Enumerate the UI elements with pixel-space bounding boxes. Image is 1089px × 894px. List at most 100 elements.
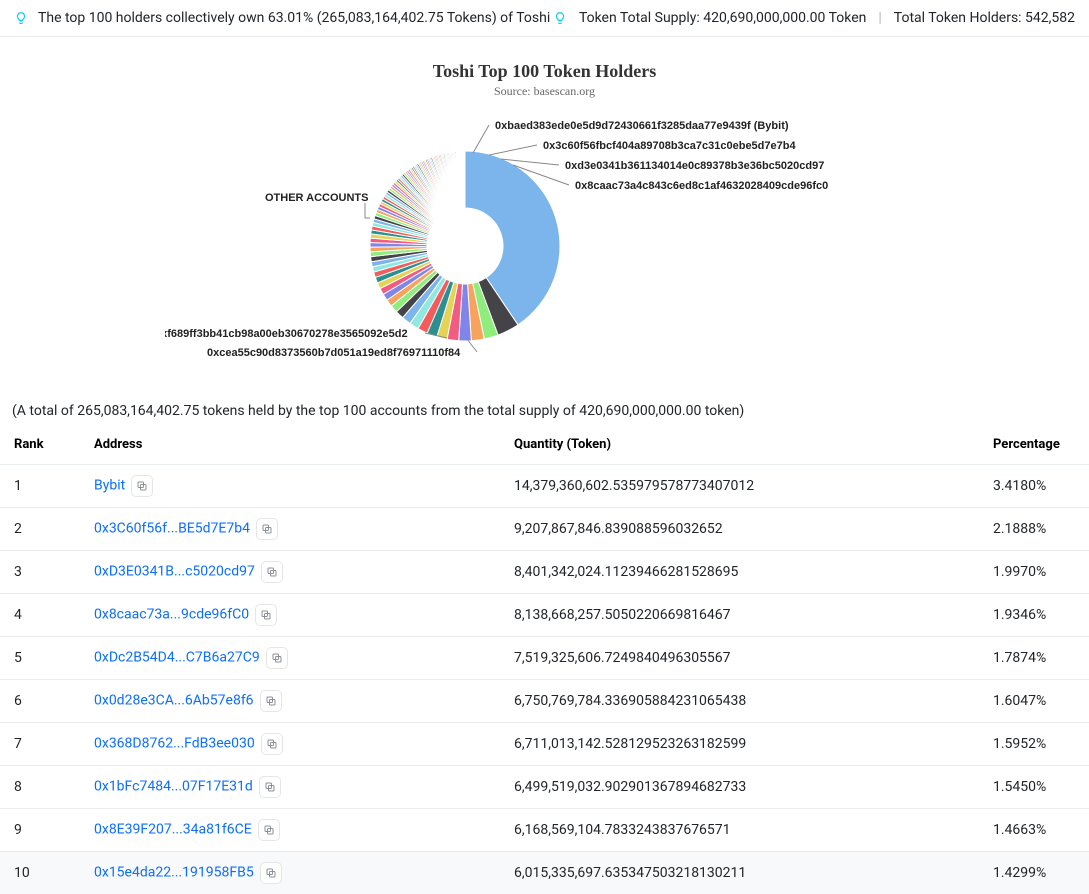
cell-quantity: 14,379,360,602.535979578773407012 bbox=[500, 465, 979, 508]
cell-percentage: 1.7874% bbox=[979, 637, 1089, 680]
cell-address: 0x1bFc7484...07F17E31d bbox=[80, 766, 500, 809]
copy-address-button[interactable] bbox=[256, 518, 278, 540]
cell-rank: 1 bbox=[0, 465, 80, 508]
cell-percentage: 1.4663% bbox=[979, 809, 1089, 852]
address-link[interactable]: 0x8E39F207...34a81f6CE bbox=[94, 822, 252, 838]
summary-line: (A total of 265,083,164,402.75 tokens he… bbox=[0, 389, 1089, 425]
copy-icon bbox=[271, 652, 283, 664]
top-info-left-text: The top 100 holders collectively own 63.… bbox=[38, 10, 550, 26]
copy-address-button[interactable] bbox=[266, 647, 288, 669]
lightbulb-icon bbox=[553, 11, 567, 25]
address-link[interactable]: 0x15e4da22...191958FB5 bbox=[94, 865, 254, 881]
cell-address: Bybit bbox=[80, 465, 500, 508]
cell-percentage: 1.5450% bbox=[979, 766, 1089, 809]
table-row: 3 0xD3E0341B...c5020cd97 8,401,342,024.112… bbox=[0, 551, 1089, 594]
copy-address-button[interactable] bbox=[255, 604, 277, 626]
lightbulb-icon bbox=[14, 11, 28, 25]
cell-quantity: 6,750,769,784.336905884231065438 bbox=[500, 680, 979, 723]
col-header-address[interactable]: Address bbox=[80, 425, 500, 465]
copy-icon bbox=[266, 566, 278, 578]
cell-quantity: 7,519,325,606.7249840496305567 bbox=[500, 637, 979, 680]
table-row: 40x8caac73a...9cde96fC08,138,668,257.505… bbox=[0, 594, 1089, 637]
cell-percentage: 1.5952% bbox=[979, 723, 1089, 766]
table-row: 1Bybit14,379,360,602.5359795787734070123… bbox=[0, 465, 1089, 508]
cell-percentage: 1.9346% bbox=[979, 594, 1089, 637]
table-row: 9 0x8E39F207...34a81f6CE 6,168,569,104.783… bbox=[0, 809, 1089, 852]
cell-rank: 3 bbox=[0, 551, 80, 594]
cell-quantity: 6,711,013,142.528129523263182599 bbox=[500, 723, 979, 766]
table-row: 7 0x368D8762...FdB3ee030 6,711,013,142.528… bbox=[0, 723, 1089, 766]
address-link[interactable]: 0x368D8762...FdB3ee030 bbox=[94, 736, 255, 752]
copy-address-button[interactable] bbox=[261, 561, 283, 583]
address-link[interactable]: 0x3C60f56f...BE5d7E7b4 bbox=[94, 521, 250, 537]
chart-section: Toshi Top 100 Token Holders Source: base… bbox=[0, 37, 1089, 389]
vertical-divider: | bbox=[878, 10, 881, 26]
chart-annotation: 0x3c60f56fbcf404a89708b3ca7c31c0ebe5d7e7… bbox=[543, 140, 796, 152]
cell-percentage: 1.9970% bbox=[979, 551, 1089, 594]
cell-quantity: 6,499,519,032.902901367894682733 bbox=[500, 766, 979, 809]
chart-title: Toshi Top 100 Token Holders bbox=[12, 61, 1077, 82]
address-link[interactable]: 0xD3E0341B...c5020cd97 bbox=[94, 564, 255, 580]
chart-annotation: 0xbaed383ede0e5d9d72430661f3285daa77e943… bbox=[495, 120, 789, 132]
copy-address-button[interactable] bbox=[131, 475, 153, 497]
cell-rank: 10 bbox=[0, 852, 80, 894]
table-row: 2 0x3C60f56f...BE5d7E7b4 9,207,867,846.839… bbox=[0, 508, 1089, 551]
cell-quantity: 8,138,668,257.5050220669816467 bbox=[500, 594, 979, 637]
cell-percentage: 2.1888% bbox=[979, 508, 1089, 551]
copy-address-button[interactable] bbox=[260, 862, 282, 884]
copy-address-button[interactable] bbox=[261, 733, 283, 755]
cell-address: 0x8caac73a...9cde96fC0 bbox=[80, 594, 500, 637]
table-row: 5 0xDc2B54D4...C7B6a27C9 7,519,325,606.724… bbox=[0, 637, 1089, 680]
cell-rank: 5 bbox=[0, 637, 80, 680]
cell-percentage: 1.6047% bbox=[979, 680, 1089, 723]
address-link[interactable]: 0x0d28e3CA...6Ab57e8f6 bbox=[94, 693, 254, 709]
copy-icon bbox=[265, 867, 277, 879]
copy-address-button[interactable] bbox=[260, 690, 282, 712]
address-link[interactable]: 0xDc2B54D4...C7B6a27C9 bbox=[94, 650, 260, 666]
cell-rank: 7 bbox=[0, 723, 80, 766]
copy-icon bbox=[266, 738, 278, 750]
top-info-right: Token Total Supply: 420,690,000,000.00 T… bbox=[553, 10, 1075, 26]
chart-annotation: 0xf689ff3bb41cb98a00eb30670278e3565092e5… bbox=[165, 328, 408, 340]
copy-icon bbox=[261, 523, 273, 535]
top-info-supply: Token Total Supply: 420,690,000,000.00 T… bbox=[579, 10, 866, 26]
cell-address: 0x0d28e3CA...6Ab57e8f6 bbox=[80, 680, 500, 723]
top-info-bar: The top 100 holders collectively own 63.… bbox=[0, 0, 1089, 37]
cell-quantity: 6,168,569,104.7833243837676571 bbox=[500, 809, 979, 852]
cell-rank: 8 bbox=[0, 766, 80, 809]
copy-address-button[interactable] bbox=[258, 819, 280, 841]
copy-address-button[interactable] bbox=[259, 776, 281, 798]
address-link[interactable]: Bybit bbox=[94, 478, 125, 494]
cell-rank: 9 bbox=[0, 809, 80, 852]
cell-address: 0x3C60f56f...BE5d7E7b4 bbox=[80, 508, 500, 551]
cell-quantity: 6,015,335,697.635347503218130211 bbox=[500, 852, 979, 894]
donut-slice[interactable] bbox=[464, 151, 465, 208]
chart-leader-line bbox=[489, 145, 537, 155]
copy-icon bbox=[263, 824, 275, 836]
col-header-rank[interactable]: Rank bbox=[0, 425, 80, 465]
top-info-left: The top 100 holders collectively own 63.… bbox=[14, 10, 550, 26]
col-header-quantity[interactable]: Quantity (Token) bbox=[500, 425, 979, 465]
cell-address: 0xDc2B54D4...C7B6a27C9 bbox=[80, 637, 500, 680]
copy-icon bbox=[136, 480, 148, 492]
copy-icon bbox=[260, 609, 272, 621]
cell-quantity: 8,401,342,024.11239466281528695 bbox=[500, 551, 979, 594]
table-row: 8 0x1bFc7484...07F17E31d 6,499,519,032.902… bbox=[0, 766, 1089, 809]
chart-annotation: 0xd3e0341b361134014e0c89378b3e36bc5020cd… bbox=[565, 160, 824, 172]
table-row: 60x0d28e3CA...6Ab57e8f66,750,769,784.336… bbox=[0, 680, 1089, 723]
col-header-percentage[interactable]: Percentage bbox=[979, 425, 1089, 465]
address-link[interactable]: 0x1bFc7484...07F17E31d bbox=[94, 779, 253, 795]
table-row: 10 0x15e4da22...191958FB5 6,015,335,697.63… bbox=[0, 852, 1089, 894]
cell-address: 0x15e4da22...191958FB5 bbox=[80, 852, 500, 894]
cell-rank: 2 bbox=[0, 508, 80, 551]
chart-leader-line bbox=[365, 203, 370, 218]
chart-label-other: OTHER ACCOUNTS bbox=[265, 192, 368, 204]
cell-percentage: 1.4299% bbox=[979, 852, 1089, 894]
top-info-holders: Total Token Holders: 542,582 bbox=[894, 10, 1075, 26]
address-link[interactable]: 0x8caac73a...9cde96fC0 bbox=[94, 607, 249, 623]
cell-quantity: 9,207,867,846.839088596032652 bbox=[500, 508, 979, 551]
chart-source: Source: basescan.org bbox=[12, 84, 1077, 99]
copy-icon bbox=[265, 695, 277, 707]
holders-donut-chart[interactable]: OTHER ACCOUNTS 0xbaed383ede0e5d9d72430661… bbox=[165, 111, 925, 381]
copy-icon bbox=[264, 781, 276, 793]
